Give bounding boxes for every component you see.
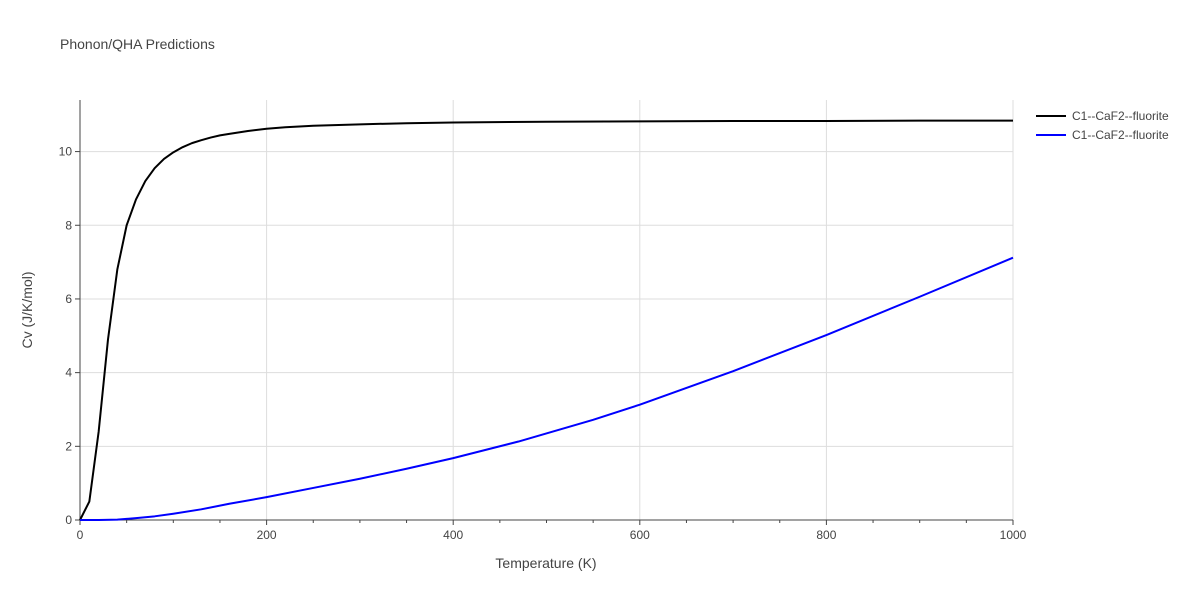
x-tick-label: 600 [630,528,650,542]
legend: C1--CaF2--fluorite C1--CaF2--fluorite [1036,106,1169,144]
legend-item-1[interactable]: C1--CaF2--fluorite [1036,125,1169,144]
x-tick-label: 1000 [1000,528,1027,542]
legend-label: C1--CaF2--fluorite [1072,127,1169,142]
y-axis-label: Cv (J/K/mol) [19,272,35,349]
x-tick-label: 200 [257,528,277,542]
series-line-0[interactable] [79,119,1013,521]
y-tick-label: 8 [65,218,72,232]
legend-swatch [1036,114,1066,117]
series-layer [79,119,1014,521]
y-tick-label: 0 [65,513,72,527]
x-tick-label: 800 [816,528,836,542]
chart-title: Phonon/QHA Predictions [60,36,215,52]
legend-swatch [1036,133,1066,136]
x-axis-label: Temperature (K) [495,555,596,571]
x-tick-label: 400 [443,528,463,542]
y-tick-label: 10 [59,145,73,159]
y-tick-label: 6 [65,292,72,306]
series-line-1[interactable] [80,256,1014,521]
legend-label: C1--CaF2--fluorite [1072,108,1169,123]
x-tick-label: 0 [77,528,84,542]
grid [80,100,1014,520]
legend-item-0[interactable]: C1--CaF2--fluorite [1036,106,1169,125]
y-tick-label: 2 [65,439,72,453]
y-tick-label: 4 [65,366,72,380]
axes: 0 2 4 6 8 10 0 200 400 600 800 1000 [59,100,1027,542]
